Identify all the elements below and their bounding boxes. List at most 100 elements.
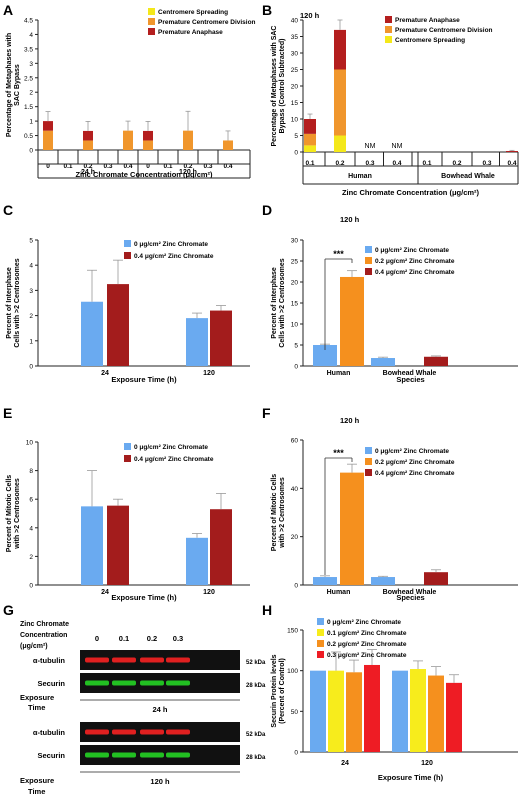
bar-0-4-g-cm-zinc-chromate [210,509,232,585]
x-tick-label: 0.2 [183,163,192,170]
bar-premature-anaphase [143,130,153,141]
blot-row-label: Securin [37,679,65,688]
blot-time-label: 120 h [150,777,170,786]
y-tick-label: 3 [29,288,33,295]
legend-swatch [365,458,372,465]
legend-swatch [317,618,324,625]
y-axis-label-line: Cells with >2 Centrosomes [279,258,286,347]
chart-panel-b: 0 5 10 15 20 25 30 35 40 Percentage of Metaphases… [271,11,519,197]
y-axis-label-line: (Percent of Control) [279,658,286,724]
legend-label: 0 μg/cm² Zinc Chromate [134,241,208,248]
chart-panel-a: 0 0.5 1 1.5 2 2.5 3 3.5 4 4.5 Percentage of Metaph… [6,8,256,179]
kda-label: 52 kDa [246,732,266,738]
x-tick-label: 0.1 [63,163,72,170]
legend-swatch [385,26,392,33]
y-tick-label: 0 [29,583,33,590]
bar-0-g-cm-zinc-chromate [310,670,326,752]
securin-strip-120h-band [112,752,136,758]
chart-title: 120 h [340,416,360,425]
x-tick-label: Bowhead Whale [383,589,437,596]
y-tick-label: 5 [294,133,298,140]
alpha-tubulin-strip-24h-band [166,657,190,663]
legend-label: Premature Anaphase [395,17,460,24]
bar-0-3-g-cm-zinc-chromate [446,682,462,752]
y-tick-label: 50 [291,709,299,716]
legend-label: 0.3 μg/cm² Zinc Chromate [327,652,407,659]
y-axis-label: Percentage of Metaphases with SACBypass … [271,26,286,147]
y-tick-label: 2 [29,90,33,97]
bar-0-4-g-cm-zinc-chromate [424,356,448,366]
y-tick-label: 15 [291,301,299,308]
y-tick-label: 35 [291,34,299,41]
alpha-tubulin-strip-120h-band [166,729,190,735]
x-tick-label: 0.1 [422,160,431,167]
y-axis-label-line: Percentage of Metaphases with SAC [271,26,278,147]
y-axis-label: Percent of InterphaseCells with >2 Centr… [271,258,286,347]
x-tick-label: 0.2 [83,163,92,170]
y-tick-label: 25 [291,259,299,266]
blot-time-label: 24 h [152,705,167,714]
bar-premature-anaphase [83,130,93,141]
western-blot-panel: Zinc Chromate Concentration (μg/cm²) 0 0.1 0.… [20,621,266,796]
y-tick-label: 1.5 [24,104,33,111]
y-tick-label: 20 [291,84,299,91]
blot-lane-label: 0.3 [173,634,183,643]
chart-panel-d: 0 5 10 15 20 25 30 Percent of InterphaseCells w… [271,215,518,384]
bar-premature-centromere-division [334,69,346,136]
alpha-tubulin-strip-24h-band [112,657,136,663]
legend-label: 0.4 μg/cm² Zinc Chromate [375,269,455,276]
legend-swatch [124,252,131,259]
bar-0-g-cm-zinc-chromate [81,506,103,585]
significance-marker: *** [333,448,344,458]
x-tick-label: 0.4 [507,160,516,167]
y-axis-label-line: Percent of Interphase [6,267,13,339]
legend-label: Centromere Spreading [395,37,465,44]
x-tick-label: 0.1 [305,160,314,167]
x-tick-label: 0.3 [103,163,112,170]
blot-exposure-label: Time [28,703,45,712]
legend-swatch [124,443,131,450]
y-tick-label: 2 [29,554,33,561]
y-tick-label: 4 [29,263,33,270]
chart-title: 120 h [300,11,320,20]
x-axis-label: Exposure Time (h) [378,773,444,782]
legend-label: 0.4 μg/cm² Zinc Chromate [375,470,455,477]
bar-0-g-cm-zinc-chromate [371,577,395,585]
y-tick-label: 5 [294,343,298,350]
y-tick-label: 4 [29,525,33,532]
legend-label: 0 μg/cm² Zinc Chromate [375,448,449,455]
chart-panel-f: 0 20 40 60 Percent of Mitotic Cellswith >2 C… [271,416,518,602]
securin-strip-24h-band [85,680,109,686]
legend-swatch [385,36,392,43]
securin-strip-24h-band [140,680,164,686]
y-tick-label: 20 [291,280,299,287]
legend-swatch [365,447,372,454]
y-tick-label: 20 [291,534,299,541]
x-axis-label: Species [396,593,424,602]
y-axis-label-line: Cells with >2 Centrosomes [14,258,21,347]
not-measured-label: NM [392,143,403,150]
y-axis-label-line: Securin Protein levels [271,654,278,727]
y-tick-label: 0.5 [24,133,33,140]
blot-header-label: (μg/cm²) [20,643,48,650]
group-label: 24 h [81,169,95,176]
y-tick-label: 0 [29,364,33,371]
panel-letter-g: G [3,602,14,618]
legend-swatch [317,651,324,658]
y-axis-label-line: Percentage of Metaphases with [6,33,13,137]
bar-0-2-g-cm-zinc-chromate [346,672,362,752]
y-tick-label: 15 [291,100,299,107]
x-tick-label: 0 [146,163,150,170]
bar-0-1-g-cm-zinc-chromate [410,669,426,752]
bar-premature-anaphase [43,121,53,131]
y-tick-label: 40 [291,18,299,25]
x-tick-label: 0.4 [392,160,401,167]
legend-swatch [317,640,324,647]
x-axis-label: Exposure Time (h) [111,375,177,384]
legend-label: 0.1 μg/cm² Zinc Chromate [327,630,407,637]
blot-header-label: Zinc Chromate [20,621,69,628]
bar-0-3-g-cm-zinc-chromate [364,664,380,752]
legend-label: Premature Anaphase [158,29,223,36]
blot-exposure-label: Exposure [20,776,54,785]
